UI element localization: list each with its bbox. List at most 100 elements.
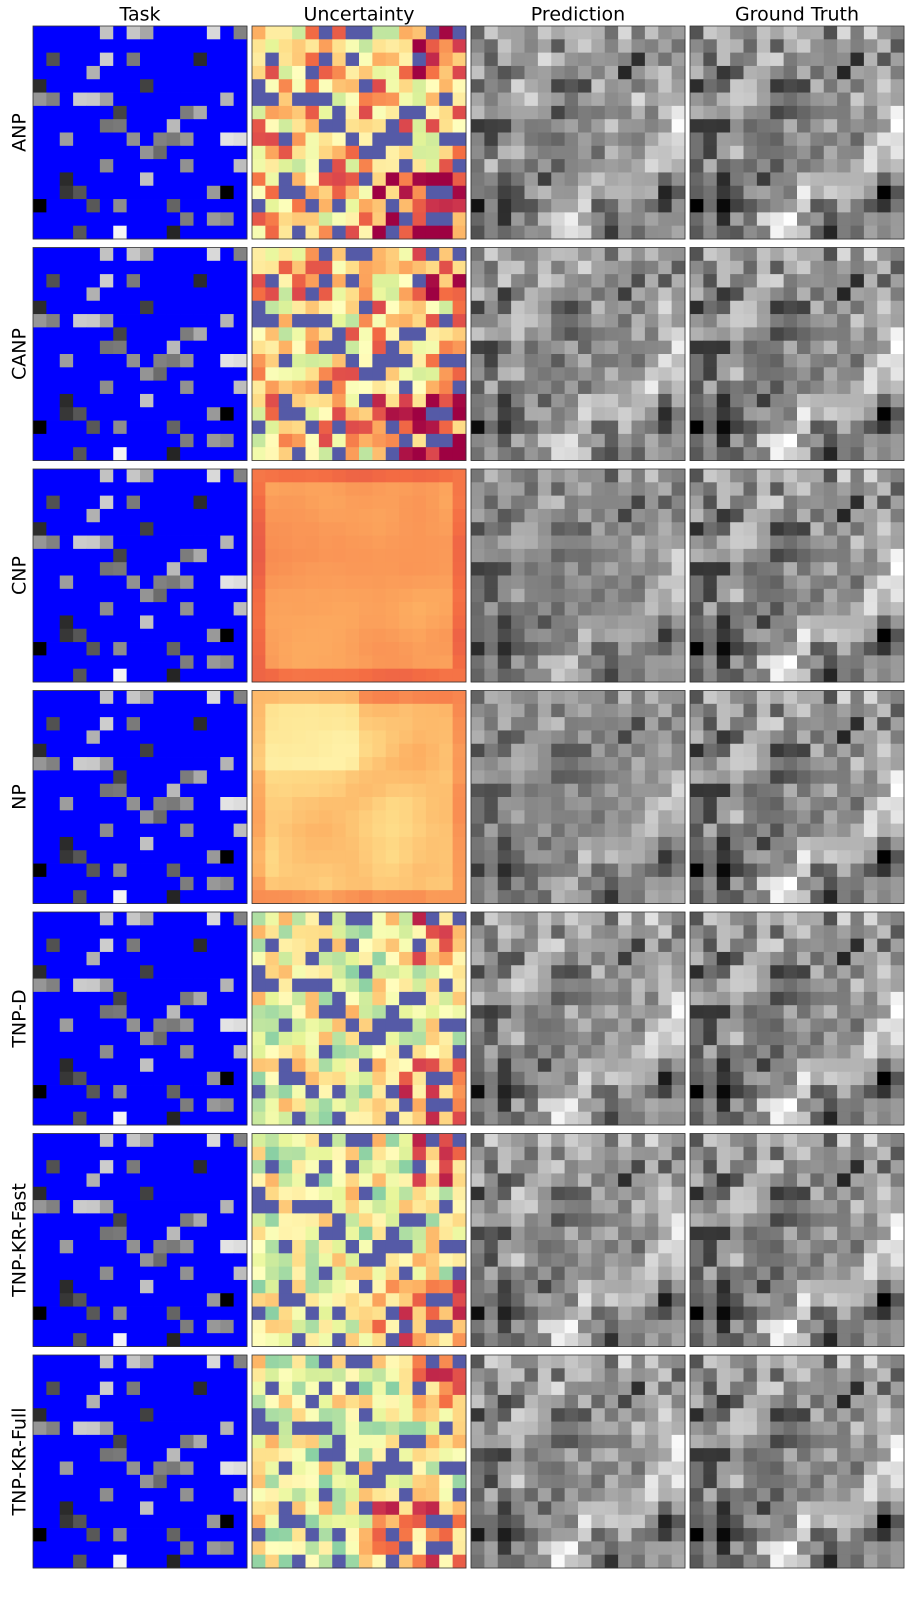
pixel (167, 341, 181, 355)
pixel (220, 226, 234, 240)
pixel (113, 314, 127, 328)
pixel (87, 824, 101, 838)
pixel (60, 26, 74, 40)
pixel (359, 797, 373, 811)
pixel (399, 509, 413, 523)
pixel (645, 434, 659, 448)
pixel (658, 877, 672, 891)
pixel (87, 669, 101, 683)
pixel (399, 341, 413, 355)
pixel (113, 212, 127, 226)
pixel (511, 864, 525, 878)
pixel (471, 1045, 485, 1059)
pixel (332, 469, 346, 483)
pixel (234, 26, 248, 40)
pixel (565, 589, 579, 603)
pixel (851, 421, 865, 435)
pixel (658, 602, 672, 616)
pixel (279, 691, 293, 705)
pixel (413, 248, 427, 262)
pixel (127, 381, 141, 395)
pixel (578, 589, 592, 603)
pixel (332, 1072, 346, 1086)
pixel (757, 421, 771, 435)
pixel (167, 146, 181, 160)
pixel (591, 1032, 605, 1046)
pixel (703, 469, 717, 483)
pixel (837, 287, 851, 301)
pixel (672, 912, 686, 926)
pixel (837, 642, 851, 656)
pixel (252, 301, 266, 315)
pixel (498, 314, 512, 328)
pixel (234, 186, 248, 200)
pixel (426, 261, 440, 275)
pixel (797, 522, 811, 536)
pixel (618, 629, 632, 643)
pixel (306, 979, 320, 993)
pixel (332, 589, 346, 603)
pixel (837, 757, 851, 771)
pixel (891, 341, 905, 355)
pixel (453, 824, 467, 838)
pixel (511, 576, 525, 590)
pixel (591, 1005, 605, 1019)
pixel (220, 562, 234, 576)
pixel (153, 119, 167, 133)
pixel (167, 106, 181, 120)
pixel (658, 212, 672, 226)
pixel (690, 691, 704, 705)
pixel (399, 576, 413, 590)
pixel (770, 952, 784, 966)
pixel (252, 1098, 266, 1112)
pixel (837, 447, 851, 461)
pixel (359, 226, 373, 240)
pixel (180, 589, 194, 603)
pixel (703, 864, 717, 878)
pixel (605, 717, 619, 731)
pixel (851, 212, 865, 226)
pixel (810, 589, 824, 603)
pixel (672, 602, 686, 616)
pixel (744, 704, 758, 718)
pixel (167, 469, 181, 483)
pixel (265, 797, 279, 811)
pixel (784, 669, 798, 683)
pixel (386, 757, 400, 771)
pixel (234, 407, 248, 421)
pixel (551, 837, 565, 851)
pixel (730, 354, 744, 368)
pixel (413, 26, 427, 40)
pixel (399, 797, 413, 811)
pixel (372, 212, 386, 226)
pixel (153, 704, 167, 718)
pixel (332, 248, 346, 262)
pixel (306, 93, 320, 107)
pixel (837, 39, 851, 53)
pixel (824, 669, 838, 683)
pixel (618, 106, 632, 120)
pixel (292, 301, 306, 315)
pixel (538, 965, 552, 979)
pixel (770, 730, 784, 744)
pixel (279, 287, 293, 301)
pixel (33, 314, 47, 328)
pixel (784, 589, 798, 603)
pixel (153, 1098, 167, 1112)
pixel (265, 717, 279, 731)
pixel (851, 354, 865, 368)
pixel (46, 952, 60, 966)
pixel (346, 261, 360, 275)
pixel (46, 447, 60, 461)
pixel (690, 159, 704, 173)
pixel (439, 642, 453, 656)
pixel (658, 1019, 672, 1033)
pixel (864, 354, 878, 368)
pixel (471, 691, 485, 705)
pixel (690, 912, 704, 926)
pixel (207, 66, 221, 80)
pixel (413, 536, 427, 550)
pixel (453, 602, 467, 616)
pixel (864, 730, 878, 744)
pixel (127, 421, 141, 435)
